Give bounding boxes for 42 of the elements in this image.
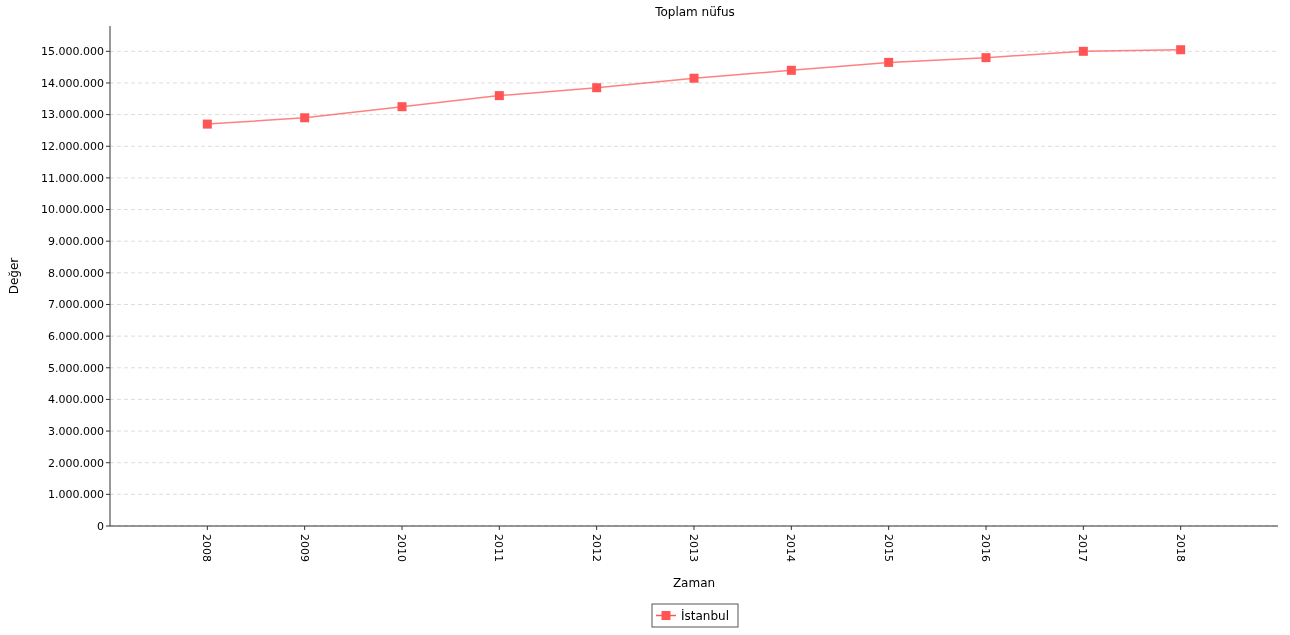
y-tick-label: 1.000.000	[48, 488, 104, 502]
point	[1078, 46, 1088, 56]
chart-title: Toplam nüfus	[654, 5, 735, 19]
x-tick-label: 2012	[589, 534, 603, 562]
x-tick-label: 2013	[687, 534, 700, 562]
x-tick-label: 2009	[297, 534, 311, 562]
y-tick-label: 0	[97, 519, 104, 533]
y-tick-label: 3.000.000	[48, 424, 104, 438]
point	[1176, 45, 1186, 55]
y-tick-label: 4.000.000	[48, 393, 104, 407]
point	[884, 57, 894, 67]
x-tick-label: 2011	[492, 534, 506, 562]
y-tick-label: 7.000.000	[48, 298, 104, 312]
y-tick-label: 2.000.000	[48, 456, 104, 470]
x-tick-label: 2008	[200, 534, 214, 562]
point	[494, 91, 504, 101]
y-tick-label: 11.000.000	[41, 171, 104, 185]
x-tick-label: 2017	[1076, 534, 1090, 562]
point	[786, 65, 796, 75]
legend-label: İstanbul	[681, 608, 730, 623]
x-tick-label: 2016	[979, 534, 992, 562]
y-axis-title: Değer	[7, 257, 21, 295]
point	[689, 73, 699, 83]
y-tick-label: 9.000.000	[48, 235, 104, 249]
y-tick-label: 15.000.000	[41, 45, 104, 59]
y-tick-label: 6.000.000	[48, 329, 104, 343]
x-axis-title: Zaman	[672, 576, 716, 590]
x-tick-label: 2010	[395, 534, 408, 562]
x-tick-label: 2015	[881, 534, 895, 562]
y-tick-label: 8.000.000	[48, 266, 104, 280]
y-tick-label: 13.000.000	[41, 108, 104, 122]
x-tick-label: 2014	[784, 534, 798, 562]
y-tick-label: 5.000.000	[48, 361, 104, 375]
y-tick-label: 10.000.000	[41, 203, 104, 217]
y-tick-label: 12.000.000	[41, 140, 104, 154]
point	[592, 83, 602, 93]
point	[300, 113, 310, 123]
point	[202, 119, 212, 129]
point	[397, 102, 407, 112]
y-tick-label: 14.000.000	[41, 76, 104, 90]
point	[981, 53, 991, 63]
x-tick-label: 2018	[1173, 534, 1187, 562]
